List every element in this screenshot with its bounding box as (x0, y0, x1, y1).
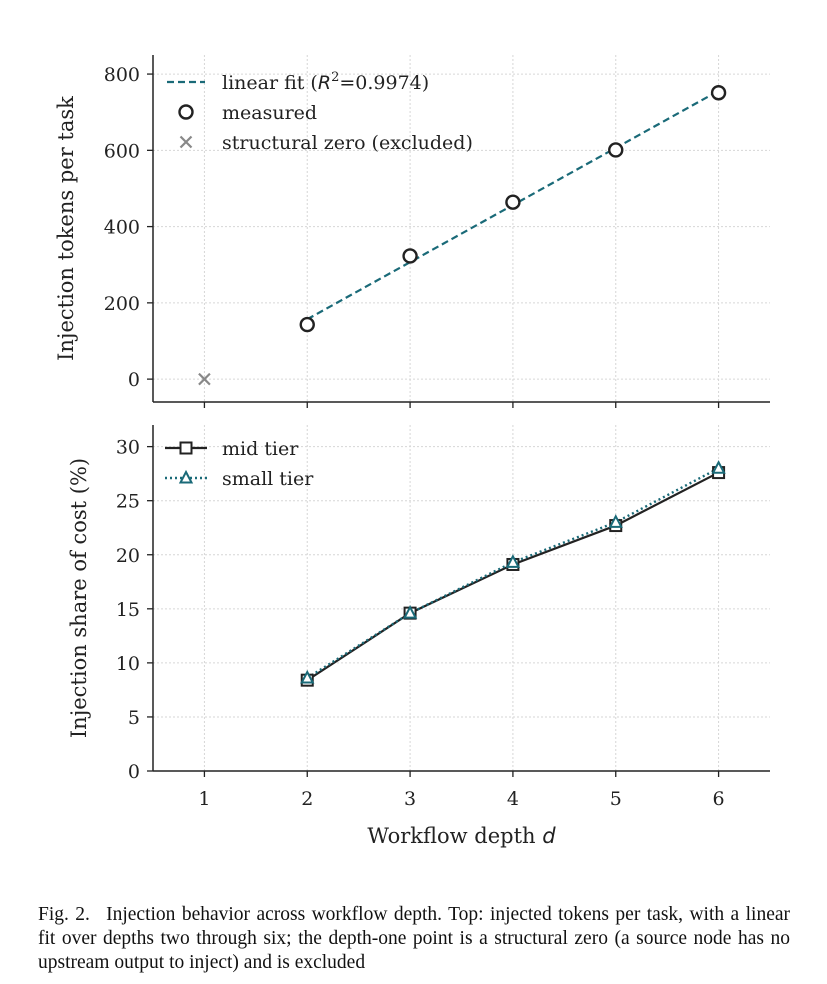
legend-small-label: small tier (222, 468, 314, 490)
y-tick-label: 30 (116, 437, 140, 459)
x-tick-label: 5 (610, 788, 622, 810)
measured-point (710, 85, 727, 101)
small-tier-point (711, 460, 726, 474)
measured-point (402, 248, 418, 264)
measured-point (505, 194, 521, 210)
x-axis-label-variable: d (542, 824, 556, 848)
legend-fit-r-symbol: R (318, 72, 331, 94)
top-panel: 0 200 400 600 800 Injection tokens per task li… (54, 55, 770, 408)
legend-mid-swatch-marker (179, 441, 193, 455)
legend-measured-label: measured (222, 102, 317, 124)
small-tier-point (402, 604, 418, 619)
legend-zero-label: structural zero (excluded) (222, 132, 473, 154)
x-tick-label: 4 (507, 788, 519, 810)
legend-zero-swatch (179, 135, 193, 149)
y-tick-label: 400 (104, 217, 140, 239)
x-tick-label: 2 (301, 788, 313, 810)
x-tick-label: 6 (713, 788, 725, 810)
measured-point (299, 316, 315, 333)
legend-fit-label-prefix: linear fit ( (222, 72, 318, 94)
y-tick-label: 15 (116, 599, 140, 621)
legend-fit-superscript: 2 (331, 70, 339, 85)
y-tick-label: 20 (116, 545, 140, 567)
y-axis-label: Injection tokens per task (54, 96, 78, 361)
y-axis-label: Injection share of cost (%) (67, 458, 91, 738)
y-tick-label: 600 (104, 140, 140, 162)
bottom-panel: 0 5 10 15 20 25 30 1 2 3 4 5 6 Injection share of cos… (67, 425, 770, 848)
measured-point (608, 142, 624, 158)
legend-fit-label: linear fit (R2=0.9974) (222, 70, 429, 94)
y-tick-label: 200 (104, 293, 140, 315)
small-tier-point (608, 514, 623, 528)
y-tick-label: 5 (128, 707, 140, 729)
legend-small-swatch-marker (178, 469, 194, 484)
x-axis-label: Workflow depth d (367, 824, 556, 848)
legend-measured-swatch (178, 104, 194, 120)
y-tick-label: 0 (128, 369, 140, 391)
x-tick-label: 1 (198, 788, 210, 810)
legend-mid-label: mid tier (222, 438, 299, 460)
structural-zero-point (198, 372, 211, 386)
x-tick-label: 3 (404, 788, 416, 810)
y-tick-label: 10 (116, 653, 140, 675)
legend-fit-label-r2: =0.9974) (339, 72, 429, 94)
figure-caption: Fig. 2. Injection behavior across workfl… (38, 904, 790, 973)
y-tick-label: 0 (128, 761, 140, 783)
small-tier-point (505, 554, 521, 568)
y-tick-label: 800 (104, 64, 140, 86)
y-tick-label: 25 (116, 491, 140, 513)
small-tier-point (300, 669, 315, 684)
x-axis-label-text: Workflow depth (367, 824, 542, 848)
